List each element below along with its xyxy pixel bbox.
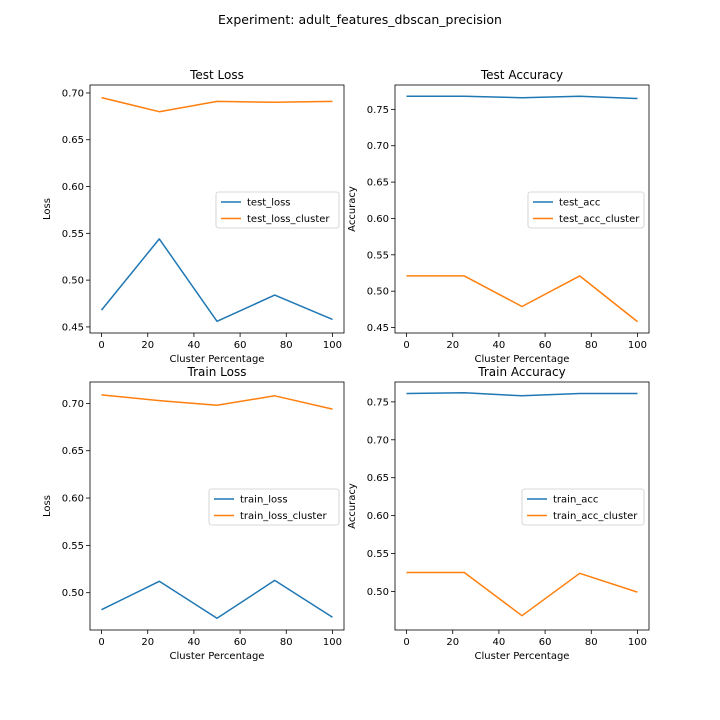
subplot-3: Train Loss 0 20 40 60 80 100 0.50 0.55 0.60 0.65 0.… [42,365,345,662]
x-tick-label: 100 [628,340,647,351]
series-line-train_loss [101,579,333,620]
y-tick-label: 0.65 [62,446,84,457]
legend: test_acc test_acc_cluster [527,191,645,229]
series-line-test_acc [406,95,638,100]
y-tick-label: 0.55 [62,541,84,552]
series-line-train_loss_cluster [101,394,333,410]
axes-frame [394,381,650,631]
y-tick-label: 0.60 [367,214,389,225]
x-axis-label: Cluster Percentage [170,651,265,662]
y-axis-label: Loss [42,198,53,220]
y-tick-label: 0.65 [367,473,389,484]
axes-frame [89,381,345,631]
y-tick-label: 0.70 [62,399,84,410]
subplot-title: Test Accuracy [480,68,563,82]
x-tick-label: 60 [234,637,247,648]
series-line-test_loss [100,238,333,323]
y-tick-label: 0.70 [367,141,389,152]
x-tick-label: 60 [539,637,552,648]
x-tick-label: 20 [446,637,459,648]
y-tick-label: 0.50 [367,287,389,298]
x-tick-label: 0 [98,340,104,351]
x-tick-label: 80 [280,340,293,351]
y-tick-label: 0.75 [367,397,389,408]
x-tick-label: 60 [234,340,247,351]
x-tick-label: 40 [188,340,201,351]
legend: train_acc train_acc_cluster [521,488,645,526]
y-axis-label: Accuracy [347,483,358,529]
y-tick-label: 0.75 [367,105,389,116]
legend-label: test_loss_cluster [247,214,330,225]
y-tick-label: 0.70 [62,88,84,99]
figure-suptitle: Experiment: adult_features_dbscan_precis… [218,12,502,27]
x-tick-label: 100 [323,340,342,351]
y-axis-label: Loss [42,495,53,517]
series-line-train_acc_cluster [406,571,638,617]
x-tick-label: 100 [323,637,342,648]
y-tick-label: 0.70 [367,435,389,446]
legend-label: train_acc_cluster [553,511,638,522]
y-tick-label: 0.50 [62,588,84,599]
y-tick-label: 0.60 [62,182,84,193]
y-axis-label: Accuracy [347,186,358,232]
legend-box [215,191,340,229]
legend-box [527,191,645,229]
legend-label: train_acc [553,495,598,506]
x-tick-label: 20 [141,637,154,648]
legend-label: train_loss_cluster [240,511,327,522]
legend-label: test_acc [559,198,600,209]
legend-box [521,488,645,526]
x-tick-label: 0 [98,637,104,648]
subplot-title: Train Loss [187,365,247,379]
x-tick-label: 0 [403,637,409,648]
x-tick-label: 80 [585,637,598,648]
series-line-test_loss_cluster [101,96,333,113]
subplot-1: Test Loss 0 20 40 60 80 100 0.45 0.50 0.55 0.60 0.6… [42,68,345,365]
x-tick-label: 20 [446,340,459,351]
y-tick-label: 0.65 [62,135,84,146]
x-tick-label: 100 [628,637,647,648]
x-axis-label: Cluster Percentage [170,354,265,365]
y-tick-label: 0.60 [62,494,84,505]
series-line-train_acc [406,392,638,397]
legend: test_loss test_loss_cluster [215,191,340,229]
x-tick-label: 40 [493,340,506,351]
subplot-2: Test Accuracy 0 20 40 60 80 100 0.45 0.50 0.55 0.6… [347,68,650,365]
legend-label: test_acc_cluster [559,214,640,225]
y-tick-label: 0.55 [367,250,389,261]
subplot-title: Test Loss [189,68,244,82]
subplot-4: Train Accuracy 0 20 40 60 80 100 0.50 0.55 0.60 0.… [347,365,650,662]
x-tick-label: 60 [539,340,552,351]
x-tick-label: 40 [188,637,201,648]
subplot-title: Train Accuracy [477,365,565,379]
y-tick-label: 0.45 [62,322,84,333]
x-axis-label: Cluster Percentage [475,651,570,662]
y-tick-label: 0.50 [62,276,84,287]
legend: train_loss train_loss_cluster [208,488,340,526]
y-tick-label: 0.60 [367,511,389,522]
x-tick-label: 20 [141,340,154,351]
series-line-test_acc_cluster [406,275,638,323]
axes-frame [394,84,650,334]
legend-label: test_loss [247,198,291,209]
legend-box [208,488,340,526]
y-tick-label: 0.50 [367,587,389,598]
x-tick-label: 40 [493,637,506,648]
y-tick-label: 0.55 [367,549,389,560]
y-tick-label: 0.65 [367,178,389,189]
x-tick-label: 80 [280,637,293,648]
legend-label: train_loss [240,495,288,506]
x-tick-label: 80 [585,340,598,351]
axes-frame [89,84,345,334]
y-tick-label: 0.55 [62,229,84,240]
x-tick-label: 0 [403,340,409,351]
y-tick-label: 0.45 [367,323,389,334]
x-axis-label: Cluster Percentage [475,354,570,365]
